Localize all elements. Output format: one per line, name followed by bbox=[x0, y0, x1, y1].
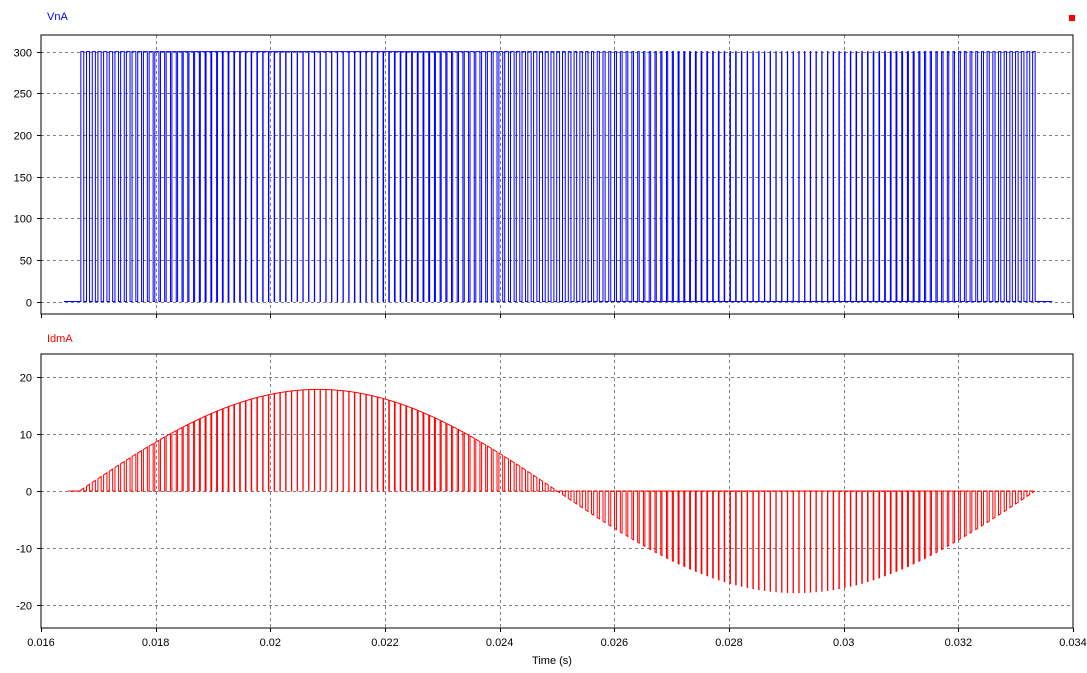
vna-y-tick-label: 200 bbox=[14, 131, 32, 143]
vna-title: VnA bbox=[47, 11, 68, 23]
vna-y-tick-labels: 0 50 100 150 200 250 300 bbox=[14, 48, 32, 310]
vna-y-tick-label: 50 bbox=[20, 256, 32, 268]
idma-y-tick-label: -10 bbox=[16, 544, 32, 556]
x-tick-label: 0.03 bbox=[833, 637, 854, 649]
vna-series-line bbox=[63, 51, 1053, 303]
x-tick-label: 0.032 bbox=[945, 637, 973, 649]
x-tick-label: 0.02 bbox=[260, 637, 281, 649]
indicator-square bbox=[1069, 15, 1075, 21]
x-tick-labels: 0.016 0.018 0.02 0.022 0.024 0.026 0.028 0.03 0.… bbox=[27, 637, 1087, 649]
idma-title: IdmA bbox=[47, 333, 73, 345]
idma-y-tick-label: 10 bbox=[20, 430, 32, 442]
x-tick-label: 0.028 bbox=[715, 637, 743, 649]
vna-y-tick-label: 250 bbox=[14, 89, 32, 101]
vna-panel: VnA 0 50 100 150 200 250 300 bbox=[14, 11, 1075, 318]
vna-grid bbox=[37, 35, 1074, 318]
x-tick-label: 0.018 bbox=[142, 637, 170, 649]
idma-plot-frame bbox=[40, 353, 1074, 629]
x-tick-label: 0.026 bbox=[601, 637, 629, 649]
idma-panel: IdmA -20 -10 0 10 20 bbox=[16, 333, 1074, 632]
idma-y-tick-label: 0 bbox=[26, 487, 32, 499]
x-axis-label: Time (s) bbox=[532, 655, 572, 667]
vna-plot-frame bbox=[40, 34, 1074, 315]
idma-grid bbox=[37, 354, 1074, 632]
x-tick-label: 0.016 bbox=[27, 637, 55, 649]
idma-y-tick-label: 20 bbox=[20, 373, 32, 385]
vna-y-tick-label: 150 bbox=[14, 173, 32, 185]
vna-y-tick-label: 0 bbox=[26, 298, 32, 310]
x-tick-label: 0.024 bbox=[486, 637, 514, 649]
idma-y-tick-labels: -20 -10 0 10 20 bbox=[16, 373, 32, 613]
vna-y-tick-label: 300 bbox=[14, 48, 32, 60]
idma-series-line bbox=[67, 388, 1036, 594]
x-tick-label: 0.022 bbox=[371, 637, 399, 649]
x-tick-label: 0.034 bbox=[1059, 637, 1087, 649]
vna-y-tick-label: 100 bbox=[14, 214, 32, 226]
idma-y-tick-label: -20 bbox=[16, 601, 32, 613]
